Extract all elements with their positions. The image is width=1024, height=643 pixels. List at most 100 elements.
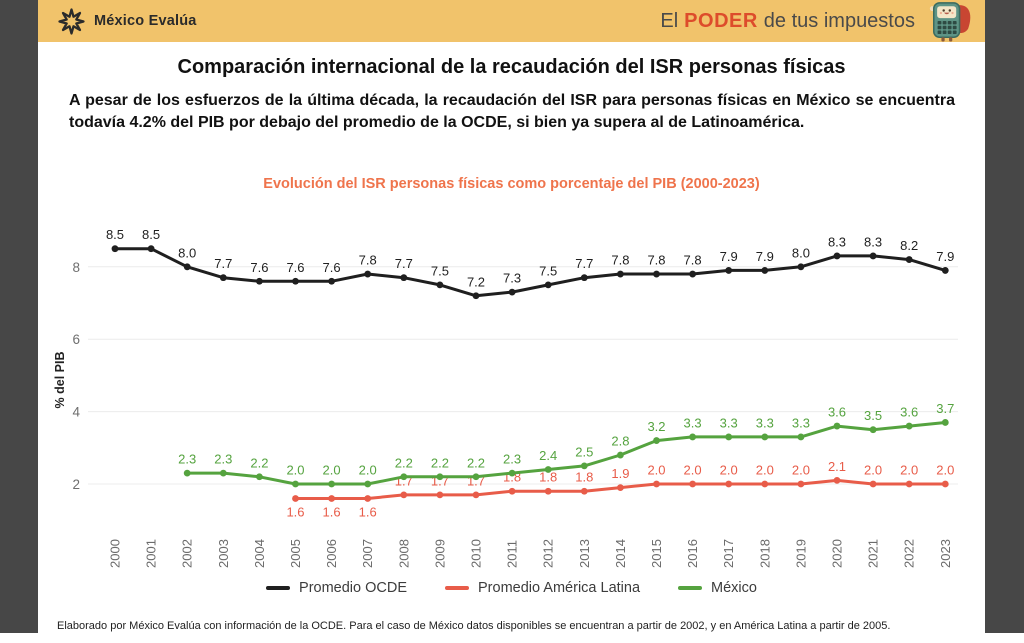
data-label: 7.7 [395,256,413,271]
x-tick-label: 2017 [721,539,736,568]
data-label: 7.6 [250,260,268,275]
data-point [725,480,733,488]
data-label: 2.0 [720,463,738,478]
data-point [941,267,949,274]
data-point [183,469,191,477]
y-axis-title: % del PIB [53,352,67,409]
x-tick-label: 2018 [757,539,772,568]
data-label: 7.8 [647,253,665,268]
data-point [653,270,660,278]
tagline-prefix: El [660,9,679,32]
mascot-keypad [937,21,957,34]
data-point [364,495,372,502]
data-point [725,433,733,441]
data-label: 8.2 [900,238,918,253]
data-point [328,277,335,285]
x-tick-label: 2011 [505,540,520,568]
data-label: 7.6 [286,260,304,275]
data-point [761,480,769,488]
data-point [364,480,372,488]
data-point [256,473,263,481]
data-point [436,473,444,481]
data-label: 8.3 [864,234,882,249]
y-tick-label: 8 [72,260,80,275]
bottom-band [0,633,1024,643]
data-label: 2.0 [359,463,377,478]
y-tick-label: 2 [72,477,80,492]
data-label: 2.0 [647,463,665,478]
data-point [653,437,660,444]
data-point [580,462,588,470]
data-point [183,263,191,271]
data-point [797,433,805,441]
data-label: 1.6 [286,504,304,519]
data-point [219,469,227,477]
data-label: 1.8 [539,470,557,485]
data-label: 7.8 [684,253,702,268]
data-label: 2.2 [467,455,485,470]
data-point [436,491,444,499]
data-label: 7.7 [214,256,232,271]
data-label: 3.5 [864,408,882,423]
tagline-highlight: PODER [684,9,758,32]
x-tick-label: 2013 [577,539,592,568]
data-label: 1.6 [359,504,377,519]
data-point [905,256,913,263]
data-label: 1.9 [611,466,629,481]
legend-swatch-mexico [678,586,703,590]
legend-item-mexico: México [678,580,757,596]
data-point [653,480,660,488]
x-tick-label: 2002 [180,539,195,568]
x-tick-label: 2000 [108,539,123,568]
starburst-icon [58,7,85,35]
y-tick-label: 4 [72,405,80,420]
slide: México Evalúa El PODER de tus impuestos [38,0,985,643]
data-point [833,476,841,484]
data-label: 7.8 [359,253,377,268]
data-label: 3.2 [647,419,665,434]
series-line [185,421,947,486]
data-point [544,281,552,289]
data-label: 8.0 [178,245,196,260]
data-point [292,277,299,285]
data-point [436,281,444,289]
legend-label-mexico: México [711,580,757,596]
data-point [941,419,949,426]
data-label: 2.0 [684,463,702,478]
data-point [111,245,119,253]
x-tick-label: 2019 [793,539,808,568]
data-point [328,480,335,488]
data-point [364,270,372,278]
data-point [580,487,588,495]
footer-note: Elaborado por México Evalúa con informac… [57,620,891,632]
data-point [508,288,516,296]
data-label: 2.0 [900,463,918,478]
legend-item-america-latina: Promedio América Latina [445,580,640,596]
data-label: 2.0 [323,463,341,478]
data-point [689,270,696,278]
data-point [544,466,552,473]
data-point [941,480,949,488]
data-point [797,263,805,271]
data-label: 2.2 [250,455,268,470]
chart-legend: Promedio OCDE Promedio América Latina Mé… [38,580,985,596]
data-label: 7.8 [611,253,629,268]
data-label: 3.6 [828,405,846,420]
data-label: 8.0 [792,245,810,260]
data-point [833,422,841,430]
data-label: 7.9 [720,249,738,264]
data-label: 2.4 [539,448,557,463]
data-label: 2.0 [286,463,304,478]
data-point [508,469,516,477]
x-tick-label: 2007 [360,539,375,568]
data-point [905,480,913,488]
data-point [472,473,480,481]
legend-label-america-latina: Promedio América Latina [478,580,641,596]
x-tick-label: 2008 [396,539,411,568]
data-label: 2.2 [395,455,413,470]
x-tick-label: 2006 [324,539,339,568]
page-subtitle: A pesar de los esfuerzos de la última dé… [69,92,955,132]
data-label: 1.8 [575,470,593,485]
x-tick-label: 2023 [938,539,953,568]
